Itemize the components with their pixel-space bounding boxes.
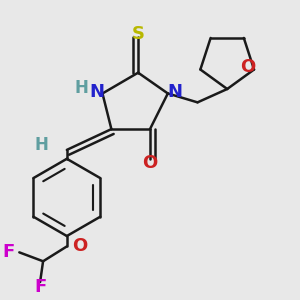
Text: S: S <box>132 25 145 43</box>
Text: H: H <box>35 136 49 154</box>
Text: O: O <box>73 237 88 255</box>
Text: O: O <box>142 154 158 172</box>
Text: F: F <box>34 278 46 296</box>
Text: O: O <box>241 58 256 76</box>
Text: N: N <box>89 83 104 101</box>
Text: H: H <box>75 79 88 97</box>
Text: N: N <box>168 83 183 101</box>
Text: F: F <box>3 243 15 261</box>
